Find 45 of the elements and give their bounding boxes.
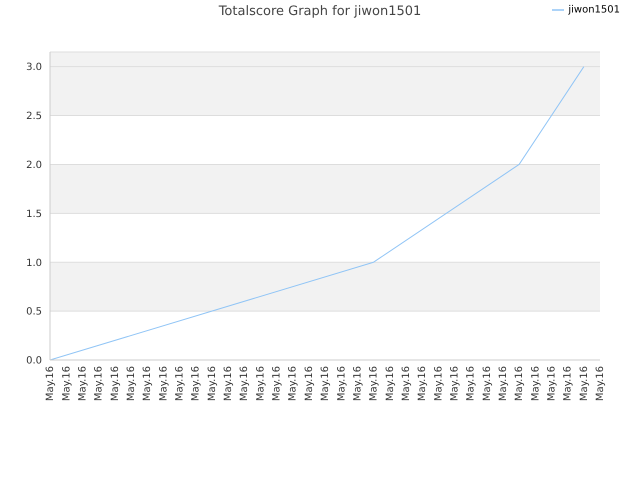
x-tick-label: May.16 [158, 366, 170, 402]
x-tick-label: May.16 [336, 366, 348, 402]
x-tick-label: May.16 [352, 366, 364, 402]
legend-label: jiwon1501 [568, 4, 620, 16]
line-series [50, 66, 584, 360]
x-tick-label: May.16 [206, 366, 218, 402]
x-tick-label: May.16 [578, 366, 590, 402]
x-tick-label: May.16 [126, 366, 137, 402]
x-tick-label: May.16 [45, 366, 56, 402]
x-tick-label: May.16 [239, 366, 250, 402]
x-tick-label: May.16 [595, 366, 606, 402]
x-tick-label: May.16 [530, 366, 542, 402]
x-tick-label: May.16 [400, 366, 412, 402]
y-tick-label: 2.5 [26, 111, 42, 122]
y-tick-label: 0.0 [26, 356, 42, 367]
x-tick-label: May.16 [466, 366, 477, 402]
x-tick-label: May.16 [368, 366, 380, 402]
x-tick-label: May.16 [304, 366, 315, 402]
x-tick-label: May.16 [272, 366, 283, 402]
y-tick-label: 1.0 [26, 258, 42, 269]
x-tick-label: May.16 [433, 366, 444, 402]
y-tick-label: 0.5 [26, 306, 42, 318]
x-tick-label: May.16 [190, 366, 202, 402]
x-tick-label: May.16 [384, 366, 396, 402]
x-tick-label: May.16 [562, 366, 574, 402]
chart-title: Totalscore Graph for jiwon1501 [218, 4, 422, 19]
x-tick-label: May.16 [320, 366, 332, 402]
x-tick-label: May.16 [417, 366, 428, 402]
y-tick-label: 1.5 [26, 208, 42, 220]
x-tick-label: May.16 [450, 366, 461, 402]
x-tick-label: May.16 [288, 366, 299, 402]
x-tick-label: May.16 [498, 366, 510, 402]
x-tick-label: May.16 [255, 366, 266, 402]
x-tick-label: May.16 [482, 366, 493, 402]
x-tick-label: May.16 [174, 366, 186, 402]
x-tick-label: May.16 [142, 366, 154, 402]
x-tick-label: May.16 [514, 366, 526, 402]
x-tick-label: May.16 [94, 366, 105, 402]
x-tick-label: May.16 [110, 366, 121, 402]
x-tick-label: May.16 [77, 366, 88, 402]
x-tick-label: May.16 [223, 366, 234, 402]
y-tick-label: 2.0 [26, 160, 42, 171]
x-tick-label: May.16 [61, 366, 72, 402]
x-tick-label: May.16 [546, 366, 558, 402]
y-tick-label: 3.0 [26, 62, 42, 74]
